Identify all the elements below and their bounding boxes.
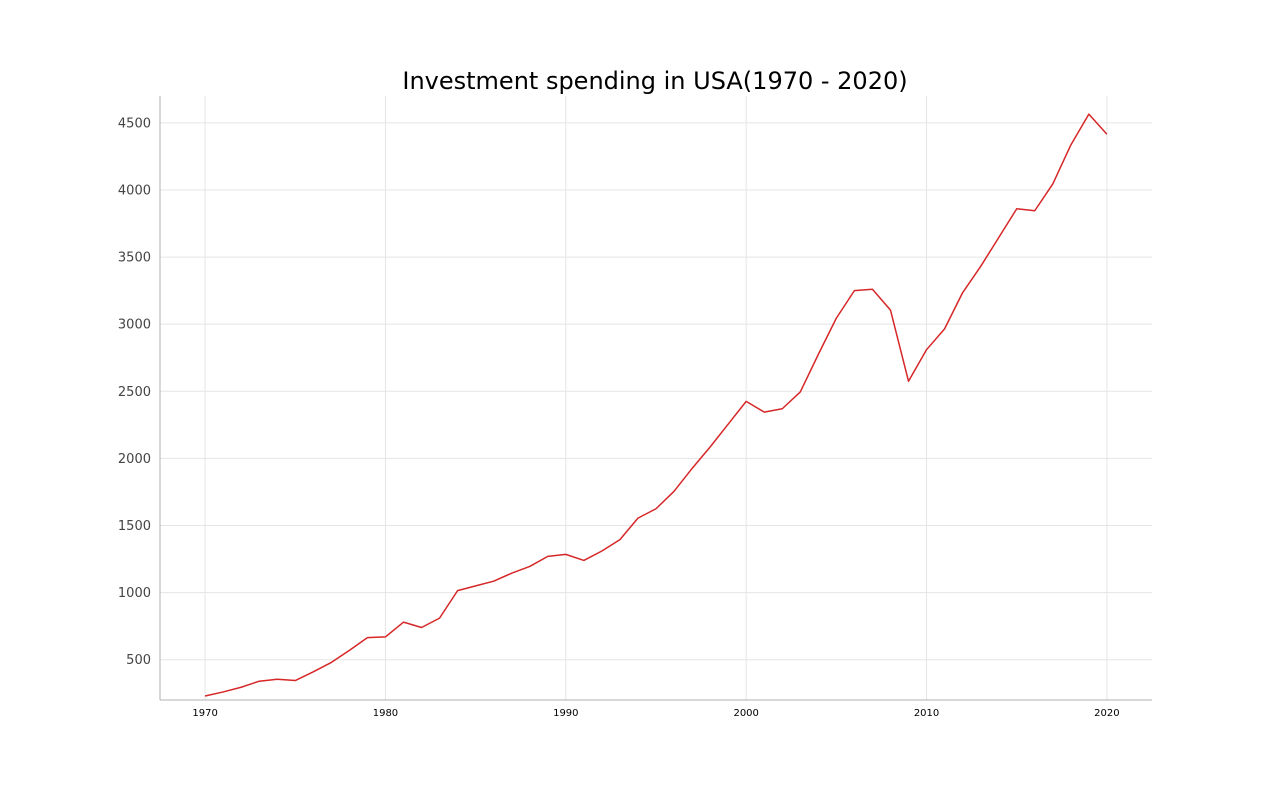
- y-tick-label: 3500: [118, 251, 151, 266]
- tick-labels: 500 1000 1500 2000 2500 3000 3500 4000 4500 1970 1…: [118, 116, 1120, 719]
- y-tick-label: 4500: [118, 116, 151, 131]
- y-tick-label: 1000: [118, 586, 151, 601]
- series-line: [204, 113, 1108, 697]
- y-tick-label: 2000: [118, 452, 151, 467]
- x-tick-label: 2020: [1094, 708, 1119, 719]
- series-layer: [204, 113, 1108, 697]
- y-tick-label: 1500: [118, 519, 151, 534]
- grid: [160, 96, 1152, 700]
- y-tick-label: 500: [126, 653, 151, 668]
- x-tick-label: 1970: [192, 708, 217, 719]
- chart-title: Investment spending in USA(1970 - 2020): [402, 67, 907, 95]
- x-tick-label: 1980: [373, 708, 398, 719]
- y-tick-label: 3000: [118, 318, 151, 333]
- y-tick-label: 4000: [118, 183, 151, 198]
- axes: [159, 96, 1152, 701]
- y-tick-label: 2500: [118, 385, 151, 400]
- x-tick-label: 2000: [733, 708, 758, 719]
- x-tick-label: 2010: [914, 708, 939, 719]
- x-tick-label: 1990: [553, 708, 578, 719]
